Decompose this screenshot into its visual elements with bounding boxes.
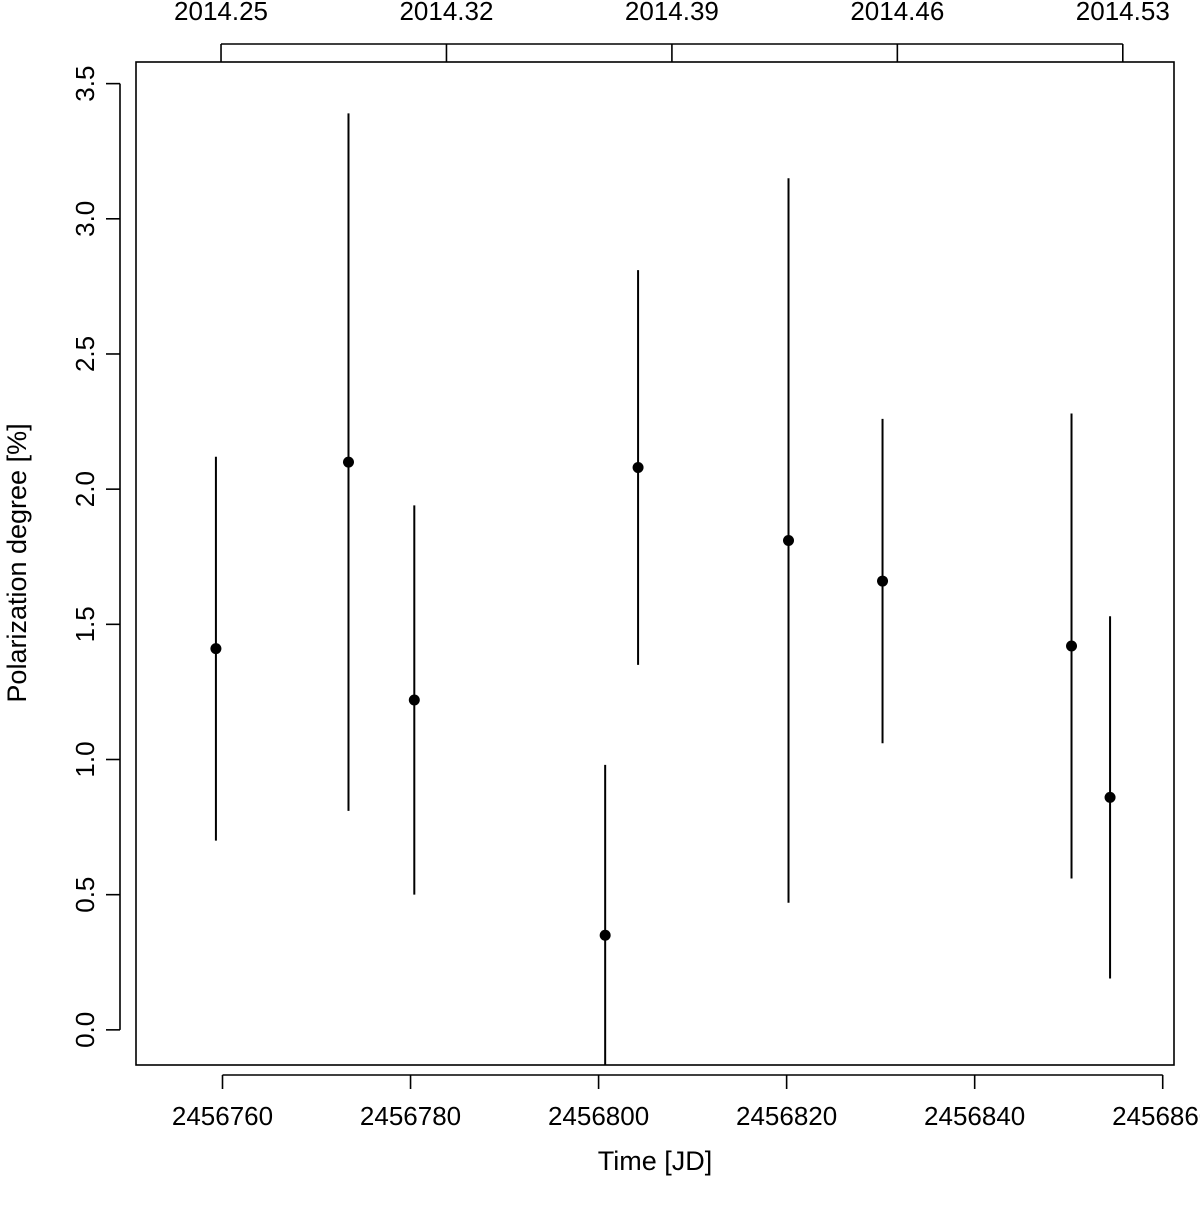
data-point <box>1066 640 1078 652</box>
data-point <box>210 643 222 655</box>
top-tick-label: 2014.32 <box>399 0 493 26</box>
plot-frame <box>135 61 1175 1066</box>
y-tick-label: 0.0 <box>70 1012 100 1048</box>
data-point <box>877 575 889 587</box>
x-tick-label: 2456840 <box>924 1101 1025 1131</box>
data-point <box>599 929 611 941</box>
y-tick-label: 1.5 <box>70 606 100 642</box>
top-tick-label: 2014.46 <box>850 0 944 26</box>
x-axis: 2456760 2456780 2456800 2456820 2456840 24568… <box>172 1074 1200 1131</box>
x-tick-label: 2456820 <box>736 1101 837 1131</box>
y-axis-title: Polarization degree [%] <box>2 423 32 702</box>
data-point <box>342 456 354 468</box>
data-point <box>1104 791 1116 803</box>
top-axis: 2014.25 2014.32 2014.39 2014.46 2014.53 <box>174 0 1170 62</box>
y-tick-label: 3.5 <box>70 66 100 102</box>
x-tick-label: 2456780 <box>360 1101 461 1131</box>
x-tick-label: 2456800 <box>548 1101 649 1131</box>
top-tick-label: 2014.25 <box>174 0 268 26</box>
plot-layer <box>210 113 1116 1065</box>
y-tick-label: 1.0 <box>70 741 100 777</box>
y-tick-label: 3.0 <box>70 201 100 237</box>
data-point <box>408 694 420 706</box>
top-tick-label: 2014.39 <box>625 0 719 26</box>
x-tick-label: 2456760 <box>172 1101 273 1131</box>
data-point <box>632 462 644 474</box>
y-tick-label: 2.0 <box>70 471 100 507</box>
data-point <box>783 535 795 547</box>
x-axis-title: Time [JD] <box>598 1146 713 1176</box>
top-tick-label: 2014.53 <box>1076 0 1170 26</box>
y-tick-label: 2.5 <box>70 336 100 372</box>
y-axis: 0.0 0.5 1.0 1.5 2.0 2.5 3.0 3.5 <box>70 66 121 1048</box>
y-tick-label: 0.5 <box>70 877 100 913</box>
